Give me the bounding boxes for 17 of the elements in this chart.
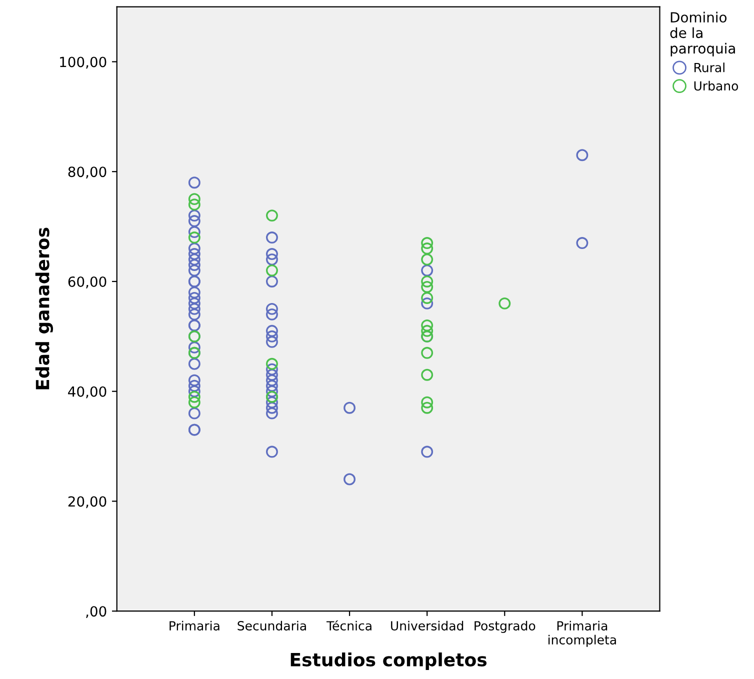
x-axis-title: Estudios completos [290,652,487,670]
y-tick-label: 40,00 [68,386,106,398]
y-axis-title: Edad ganaderos [35,228,53,390]
x-tick-label: Secundaria [238,620,306,630]
legend-title: Dominio de la parroquia [670,12,735,56]
x-tick-label: Primaria [170,620,220,630]
x-tick-label: Técnica [326,620,372,630]
y-tick-label: ,00 [86,606,106,618]
y-tick-label: 60,00 [68,276,106,288]
x-tick-label: Universidad [391,620,464,630]
legend-label: Rural [694,62,724,72]
y-tick-label: 20,00 [68,496,106,508]
y-tick-label: 100,00 [60,56,106,69]
x-tick-label: Primaria incompleta [548,620,616,647]
x-tick-label: Postgrado [474,620,536,633]
y-tick-label: 80,00 [68,166,106,178]
legend-label: Urbano [694,80,738,91]
